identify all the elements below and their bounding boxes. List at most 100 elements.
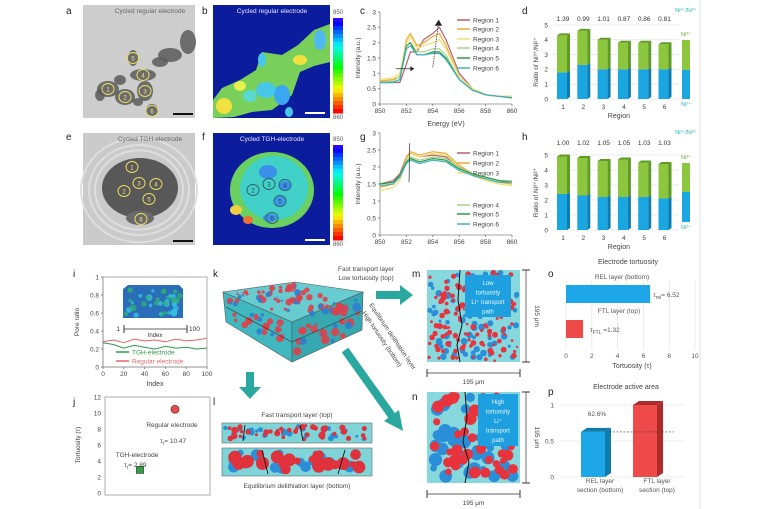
particle [238, 434, 242, 438]
particle [273, 297, 277, 301]
pore [480, 349, 487, 357]
x-axis-label: Energy (eV) [427, 121, 464, 128]
ratio-label: 1.03 [638, 140, 651, 147]
y-tick-label: 0.6 [90, 310, 99, 317]
particle [469, 344, 473, 348]
colorbar-segment [333, 220, 343, 225]
particle [304, 424, 308, 428]
transport-path [337, 449, 346, 475]
particle [241, 294, 245, 297]
particle [430, 320, 433, 324]
tau-value: = 2.89 [128, 462, 147, 469]
x-tick-label: 6 [663, 104, 667, 111]
bar-side [668, 67, 672, 99]
particle [458, 318, 462, 322]
halo-ring [88, 144, 190, 236]
x-tick-label: 858 [480, 108, 491, 115]
x-tick-label: 856 [454, 108, 465, 115]
colorbar-segment [333, 204, 343, 209]
legend-label: Region 4 [473, 203, 499, 210]
particle [281, 435, 286, 440]
particle [289, 297, 296, 304]
region-outline [278, 179, 292, 191]
chart-d: 0 1 2 3 4 5 1 1.39 2 0.99 3 1.01 4 0.87 5 0.86 6 0.81 Regi… [533, 7, 697, 120]
y-axis-label: Ratio of Ni³⁺/Ni²⁺ [533, 167, 540, 217]
colorbar-segment [333, 45, 343, 51]
inset-pore [128, 298, 133, 303]
particle [269, 290, 272, 294]
ratio-label: 1.05 [597, 140, 610, 147]
y-axis-label: Pore ratio [74, 308, 81, 337]
pore [455, 272, 460, 278]
colorbar-segment [333, 188, 343, 193]
point-value-label: τr= 10.47 [160, 438, 187, 447]
particle [430, 441, 440, 451]
bar-side [648, 160, 652, 197]
bar-top [557, 33, 570, 36]
ratio-label: 1.00 [557, 140, 570, 147]
pore [255, 429, 259, 433]
ratio-label: 0.81 [658, 16, 671, 23]
ratio-label: 1.03 [658, 140, 671, 147]
bar-segment-ni3 [597, 39, 608, 70]
particle [428, 275, 432, 279]
x-tick-label: 5 [642, 104, 646, 111]
particle [227, 426, 232, 430]
legend-label: TGH-electrode [132, 350, 175, 357]
region-number: 2 [123, 96, 127, 102]
y-tick-label: 3 [544, 182, 548, 189]
tau-symbol: τ [590, 327, 593, 334]
legend-title: Ni³⁺/Ni²⁺ [675, 7, 696, 14]
particle [442, 324, 448, 330]
category-label: FTL layer [643, 478, 671, 485]
tau-subscript: r [127, 465, 129, 471]
particle [345, 435, 352, 441]
energy-domain [243, 90, 257, 102]
y-tick-label: 8 [97, 426, 101, 433]
particle [276, 298, 281, 304]
energy-domain [285, 107, 293, 117]
energy-domain [274, 196, 286, 206]
bar-segment-ni3 [617, 42, 628, 70]
scale-bar [305, 112, 325, 114]
bar-segment-ni3 [638, 162, 649, 197]
x-tick-label: 100 [202, 371, 213, 378]
halo-ring [80, 136, 198, 244]
x-axis-label: Region [608, 244, 630, 251]
colorbar-segment [333, 69, 343, 74]
arrowhead-icon [410, 66, 415, 72]
particle [339, 318, 346, 325]
particle [492, 343, 495, 347]
colorbar-segment [333, 65, 343, 70]
x-tick-label: 8 [667, 353, 671, 360]
pore [428, 281, 434, 288]
bar-side [627, 67, 631, 99]
legend-label: Regular electrode [132, 359, 184, 366]
halo-ring [94, 149, 184, 231]
particle [500, 346, 507, 353]
bar-segment-ni2 [557, 194, 567, 230]
colorbar-segment [333, 145, 343, 150]
inset-pore [138, 293, 143, 298]
colorbar-segment [333, 236, 343, 241]
particle [280, 299, 284, 302]
index-label: Index [148, 333, 163, 339]
pore [457, 434, 472, 449]
data-point-regular-electrode [170, 404, 180, 414]
inset-pore [171, 298, 176, 303]
x-tick-label: 1 [561, 235, 565, 242]
panel-label-e: e [66, 132, 72, 143]
colorbar-bottom-label: 860 [333, 242, 344, 248]
particle [286, 308, 290, 313]
particle [486, 328, 493, 335]
panel-label-p: p [548, 387, 554, 398]
x-tick-label: 40 [141, 371, 149, 378]
particle [434, 295, 438, 300]
scale-label-horizontal: 195 μm [463, 379, 485, 386]
x-tick-label: 850 [375, 108, 386, 115]
x-axis-label: Tortuosity (τ) [612, 363, 651, 370]
particle [126, 211, 154, 225]
colorbar-segment [333, 228, 343, 233]
energy-domain [279, 181, 291, 191]
particle [484, 357, 488, 362]
